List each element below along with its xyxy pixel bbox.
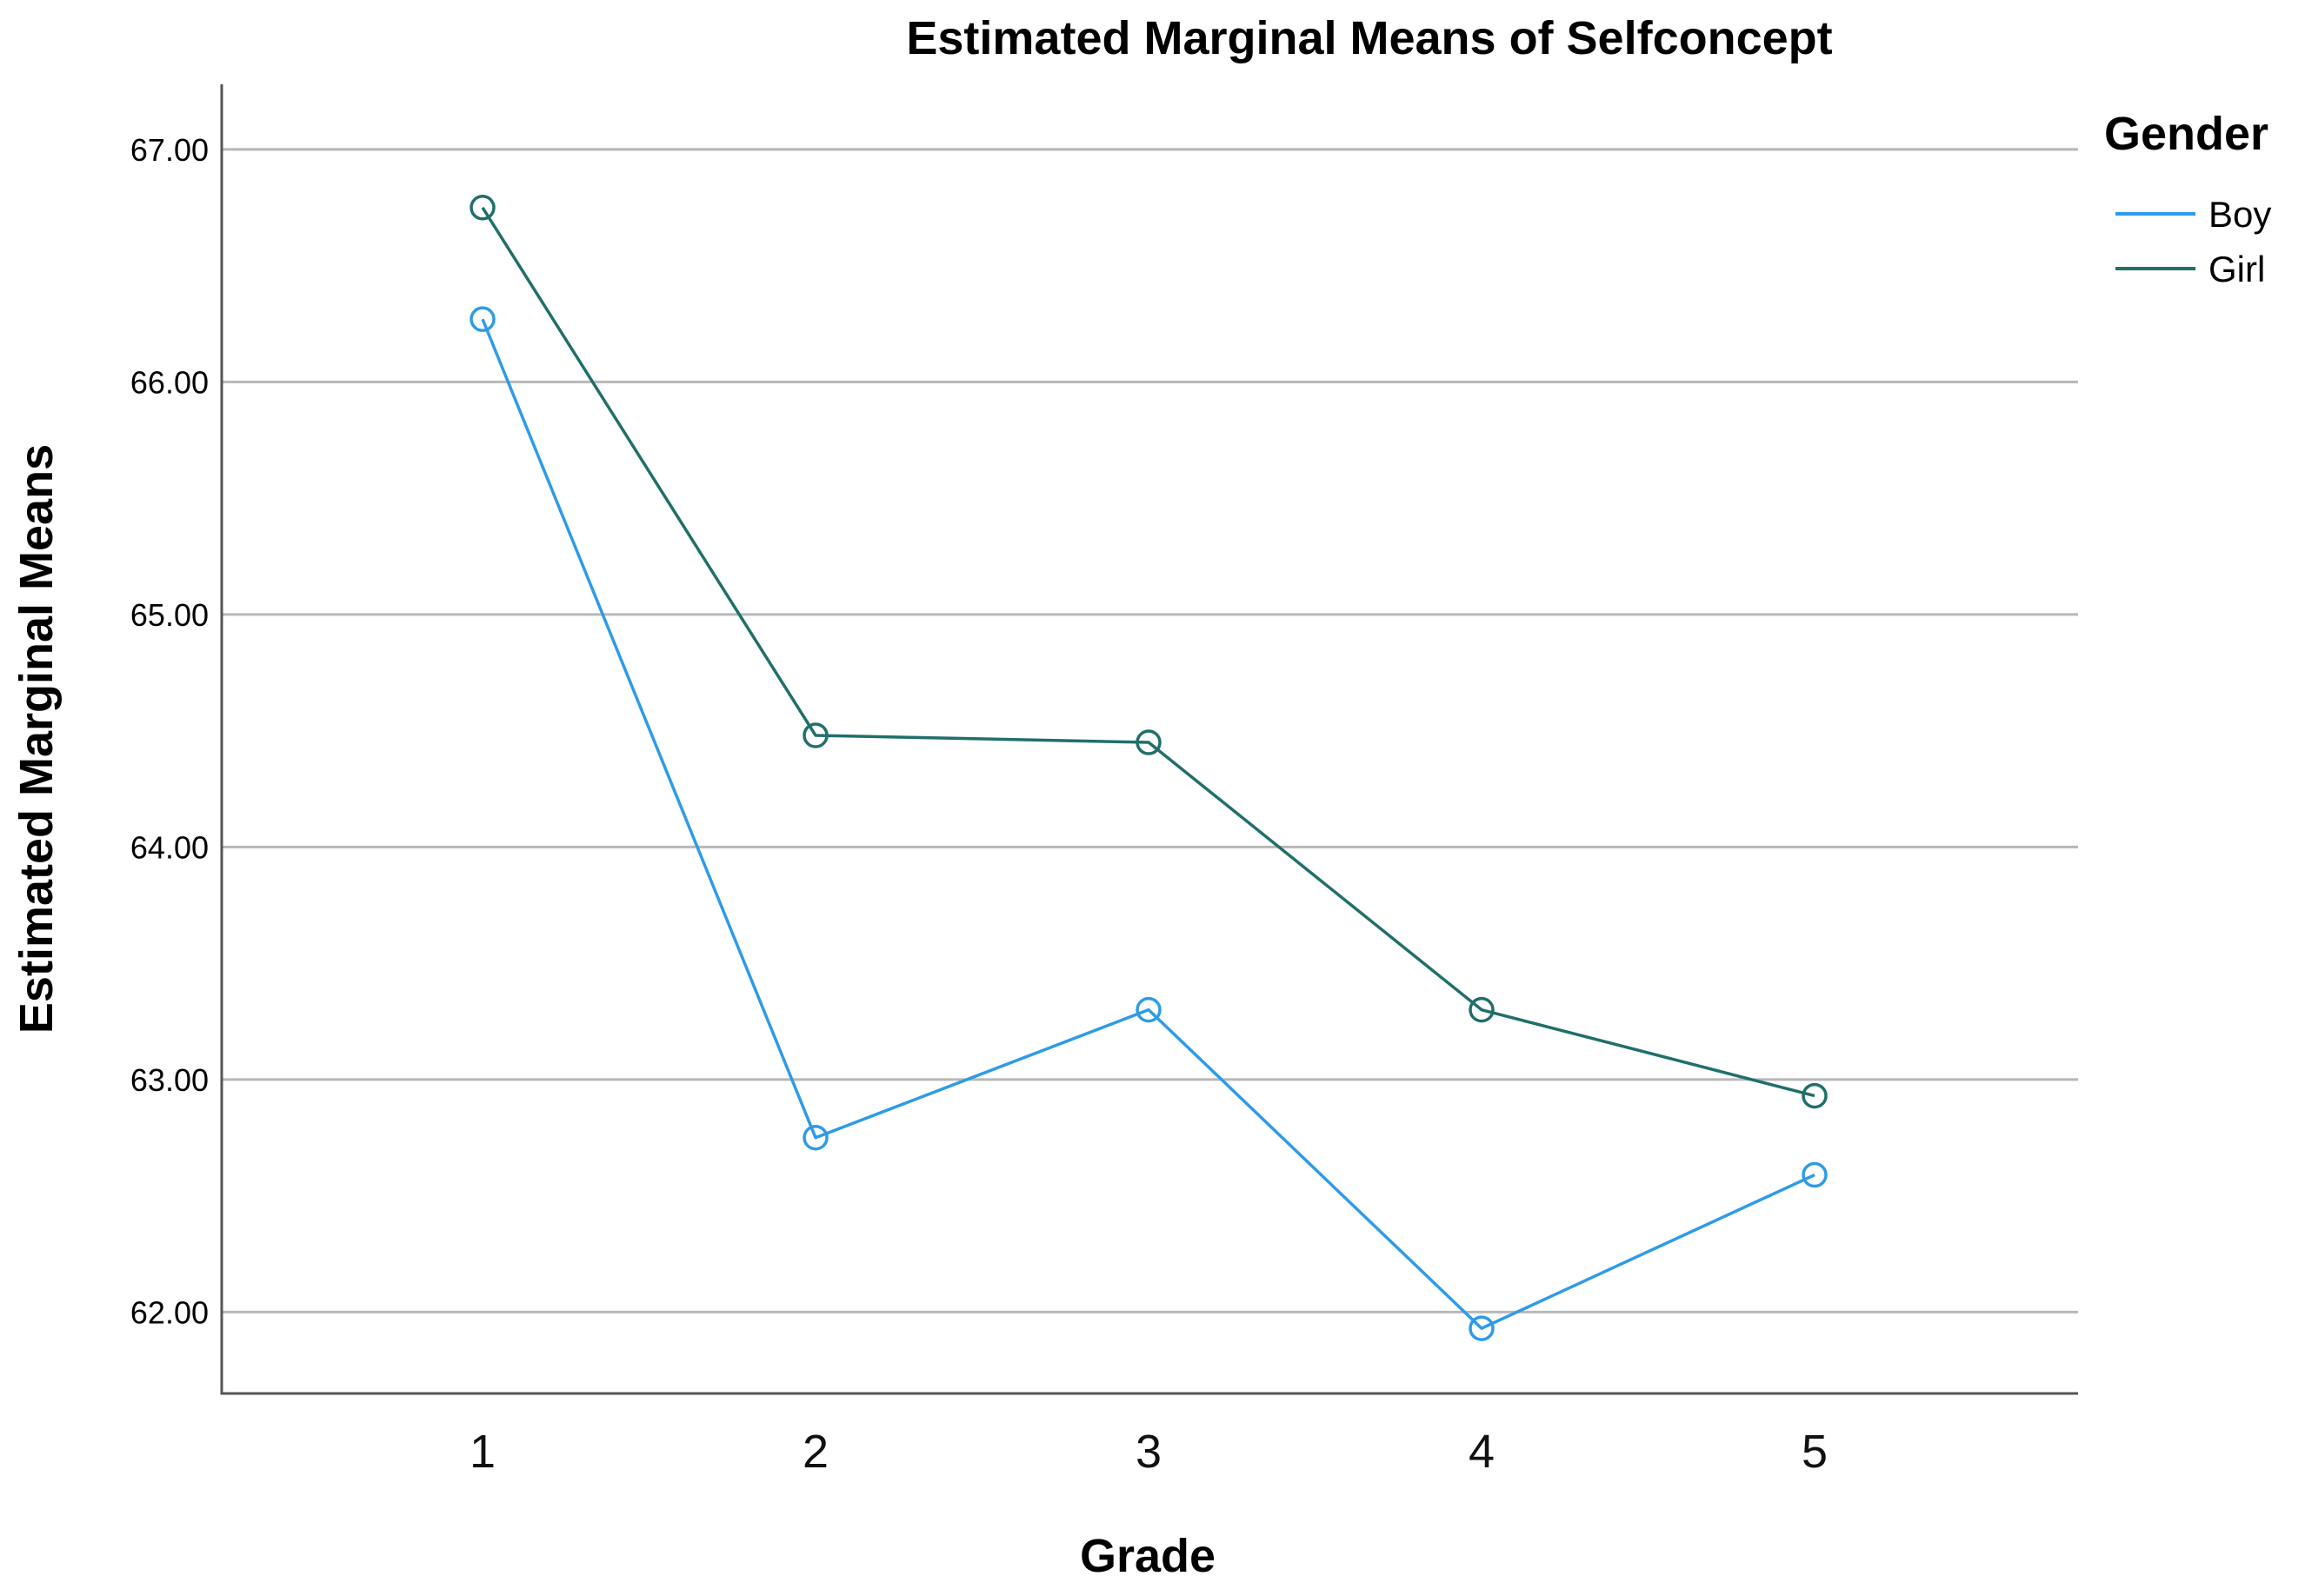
data-point-girl bbox=[470, 195, 496, 221]
data-point-boy bbox=[1802, 1161, 1828, 1188]
gridlines bbox=[222, 148, 2078, 1313]
data-series bbox=[470, 195, 1828, 1341]
data-point-boy bbox=[1469, 1315, 1495, 1341]
x-tick-label: 2 bbox=[803, 1426, 829, 1478]
data-point-girl bbox=[1802, 1082, 1828, 1109]
legend-label-boy: Boy bbox=[2208, 194, 2271, 235]
x-axis-title: Grade bbox=[1080, 1530, 1216, 1582]
y-tick-label: 62.00 bbox=[130, 1294, 209, 1330]
y-axis-title: Estimated Marginal Means bbox=[10, 444, 63, 1034]
legend-title: Gender bbox=[2104, 108, 2268, 160]
x-axis-ticks: 1 2 3 4 5 bbox=[470, 1426, 1828, 1478]
x-tick-label: 3 bbox=[1136, 1426, 1162, 1478]
y-tick-label: 66.00 bbox=[130, 364, 209, 400]
data-point-boy bbox=[1136, 996, 1162, 1023]
series-line-girl bbox=[481, 206, 1815, 1098]
data-point-girl bbox=[803, 722, 829, 748]
y-axis-ticks: 62.00 63.00 64.00 65.00 66.00 67.00 bbox=[130, 132, 209, 1330]
x-tick-label: 5 bbox=[1802, 1426, 1828, 1478]
y-tick-label: 63.00 bbox=[130, 1062, 209, 1098]
legend-label-girl: Girl bbox=[2208, 249, 2265, 289]
series-line-boy bbox=[481, 318, 1815, 1330]
legend: Gender Boy Girl bbox=[2104, 108, 2271, 289]
data-point-girl bbox=[1136, 729, 1162, 755]
series-girl bbox=[470, 195, 1828, 1109]
x-tick-label: 4 bbox=[1469, 1426, 1495, 1478]
chart-title: Estimated Marginal Means of Selfconcept bbox=[906, 12, 1832, 64]
x-tick-label: 1 bbox=[470, 1426, 496, 1478]
data-point-boy bbox=[803, 1125, 829, 1151]
y-tick-label: 65.00 bbox=[130, 597, 209, 633]
data-point-boy bbox=[470, 306, 496, 332]
axes-frame bbox=[220, 84, 2078, 1395]
y-tick-label: 64.00 bbox=[130, 829, 209, 865]
y-tick-label: 67.00 bbox=[130, 132, 209, 168]
series-boy bbox=[470, 306, 1828, 1341]
data-point-girl bbox=[1469, 996, 1495, 1023]
